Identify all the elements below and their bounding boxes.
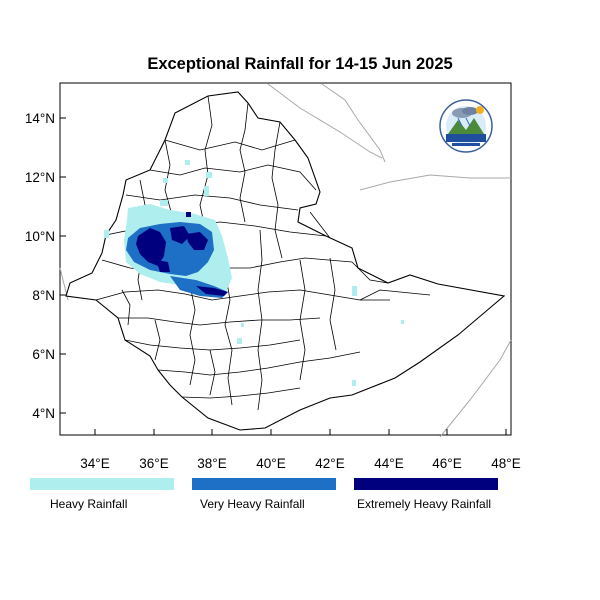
legend-swatch-very-heavy [192,478,336,490]
y-tick-label: 12°N [25,170,55,185]
x-tick-label: 44°E [374,456,403,471]
y-tick-label: 10°N [25,229,55,244]
x-tick-label: 46°E [432,456,461,471]
x-tick-label: 38°E [197,456,226,471]
x-tick-label: 48°E [491,456,520,471]
x-axis-labels: 34°E 36°E 38°E 40°E 42°E 44°E 46°E 48°E [80,456,520,471]
legend-swatch-heavy [30,478,174,490]
y-tick-label: 14°N [25,111,55,126]
institute-logo [439,99,493,153]
legend-label-very-heavy: Very Heavy Rainfall [200,497,305,511]
x-tick-label: 40°E [256,456,285,471]
x-tick-label: 42°E [315,456,344,471]
legend-label-heavy: Heavy Rainfall [50,497,128,511]
y-tick-label: 6°N [32,347,55,362]
map-title: Exceptional Rainfall for 14-15 Jun 2025 [147,55,453,73]
extremely-heavy-rainfall-area [136,212,228,296]
x-tick-label: 34°E [80,456,109,471]
legend-label-extremely-heavy: Extremely Heavy Rainfall [357,497,492,511]
axis-ticks [60,117,507,435]
y-tick-label: 8°N [32,288,55,303]
legend-swatch-extremely-heavy [354,478,498,490]
x-tick-label: 36°E [139,456,168,471]
y-tick-label: 4°N [32,406,55,421]
y-axis-labels: 14°N 12°N 10°N 8°N 6°N 4°N [25,111,55,421]
